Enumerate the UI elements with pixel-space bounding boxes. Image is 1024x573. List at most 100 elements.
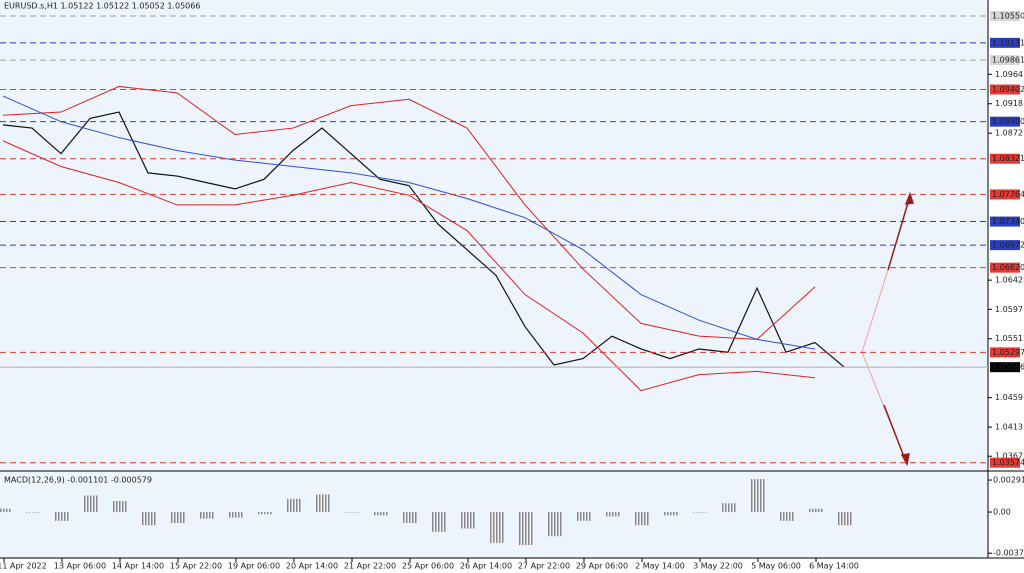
x-tick-label: 3 May 22:00: [693, 562, 743, 571]
macd-bar: [754, 479, 756, 513]
macd-bar: [470, 512, 472, 529]
macd-bar: [415, 512, 417, 524]
y-tick-label: 0.00291: [993, 476, 1024, 485]
macd-bar: [122, 501, 124, 513]
macd-bar: [261, 512, 263, 515]
y-tick-label: 1.0918: [995, 99, 1023, 108]
macd-bar: [792, 512, 794, 521]
macd-bar: [383, 512, 385, 516]
arrow-head: [904, 191, 914, 205]
y-tick-label: 1.0459: [995, 393, 1023, 402]
level-label-box: [990, 116, 1020, 127]
level-label: 1.10550: [992, 12, 1024, 21]
macd-bar: [209, 512, 211, 519]
macd-bar: [200, 512, 202, 519]
macd-bar: [432, 512, 434, 532]
macd-bar: [493, 512, 495, 543]
macd-bar: [0, 508, 2, 513]
macd-bar: [183, 512, 185, 524]
x-tick-label: 29 Apr 06:00: [576, 562, 628, 571]
macd-bar: [203, 512, 205, 519]
price-line: [2, 140, 816, 392]
macd-bar: [96, 495, 98, 513]
x-tick-label: 15 Apr 22:00: [170, 562, 222, 571]
forecast-arrows: [861, 191, 914, 467]
macd-bar: [696, 512, 698, 513]
y-tick-label: 1.0964: [995, 70, 1023, 79]
macd-bar: [490, 512, 492, 543]
level-label-box: [990, 457, 1020, 468]
arrow-up: [887, 195, 911, 271]
macd-bar: [560, 512, 562, 537]
x-tick-label: 6 May 14:00: [809, 562, 859, 571]
macd-bar: [577, 512, 579, 521]
macd-bar: [232, 512, 234, 518]
plot-background: [0, 0, 988, 558]
macd-bar: [325, 494, 327, 513]
macd-header: MACD(12,26,9) -0.001101 -0.000579: [4, 476, 152, 485]
macd-bar: [319, 494, 321, 513]
macd-bar: [554, 512, 556, 537]
symbol-header: EURUSD.s,H1 1.05122 1.05122 1.05052 1.05…: [4, 2, 200, 11]
macd-bar: [241, 512, 243, 518]
macd-bar: [351, 512, 353, 513]
macd-bar: [760, 479, 762, 513]
x-tick-label: 26 Apr 14:00: [460, 562, 512, 571]
level-label: 1.10131: [992, 38, 1024, 47]
macd-bar: [522, 512, 524, 546]
price-line: [2, 85, 816, 340]
macd-bar: [734, 503, 736, 513]
macd-bar: [812, 508, 814, 513]
macd-bar: [664, 512, 666, 516]
macd-bar: [548, 512, 550, 537]
macd-bar: [348, 512, 350, 513]
level-label-box: [990, 262, 1020, 273]
x-tick-label: 2 May 14:00: [635, 562, 685, 571]
level-label-box: [990, 55, 1020, 66]
macd-bar: [461, 512, 463, 529]
macd-bar: [154, 512, 156, 526]
level-label: 1.07764: [992, 190, 1024, 199]
price-line: [2, 95, 816, 350]
macd-bar: [673, 512, 675, 516]
macd-bar: [299, 498, 301, 513]
macd-bar: [6, 508, 8, 513]
macd-bar: [531, 512, 533, 546]
macd-bar: [354, 512, 356, 513]
macd-bar: [728, 503, 730, 513]
macd-bar: [235, 512, 237, 518]
macd-bar: [702, 512, 704, 513]
level-label: 1.08321: [992, 154, 1024, 163]
macd-bar: [580, 512, 582, 521]
macd-bar: [499, 512, 501, 543]
macd-bar: [638, 512, 640, 526]
macd-bar: [374, 512, 376, 516]
macd-bar: [403, 512, 405, 524]
macd-bar: [705, 512, 707, 513]
macd-bar: [786, 512, 788, 521]
x-tick-label: 19 Apr 06:00: [228, 562, 280, 571]
macd-bar: [606, 512, 608, 517]
macd-bar: [525, 512, 527, 546]
x-tick-label: 21 Apr 22:00: [344, 562, 396, 571]
macd-bar: [116, 501, 118, 513]
macd-bar: [151, 512, 153, 526]
y-tick-label: 0.00: [993, 508, 1011, 517]
macd-bar: [90, 495, 92, 513]
macd-bar: [609, 512, 611, 517]
macd-bar: [38, 512, 40, 513]
macd-bar: [780, 512, 782, 521]
level-label: 1.07340: [992, 217, 1024, 226]
macd-bar: [618, 512, 620, 517]
macd-bar: [264, 512, 266, 515]
macd-bar: [667, 512, 669, 516]
x-tick-label: 5 May 06:00: [751, 562, 801, 571]
macd-bar: [412, 512, 414, 524]
macd-bar: [644, 512, 646, 526]
level-label: 1.09402: [992, 85, 1024, 94]
macd-bar: [125, 501, 127, 513]
level-label-box: [990, 37, 1020, 48]
macd-bar: [844, 512, 846, 526]
macd-bar: [783, 512, 785, 521]
macd-bar: [670, 512, 672, 516]
